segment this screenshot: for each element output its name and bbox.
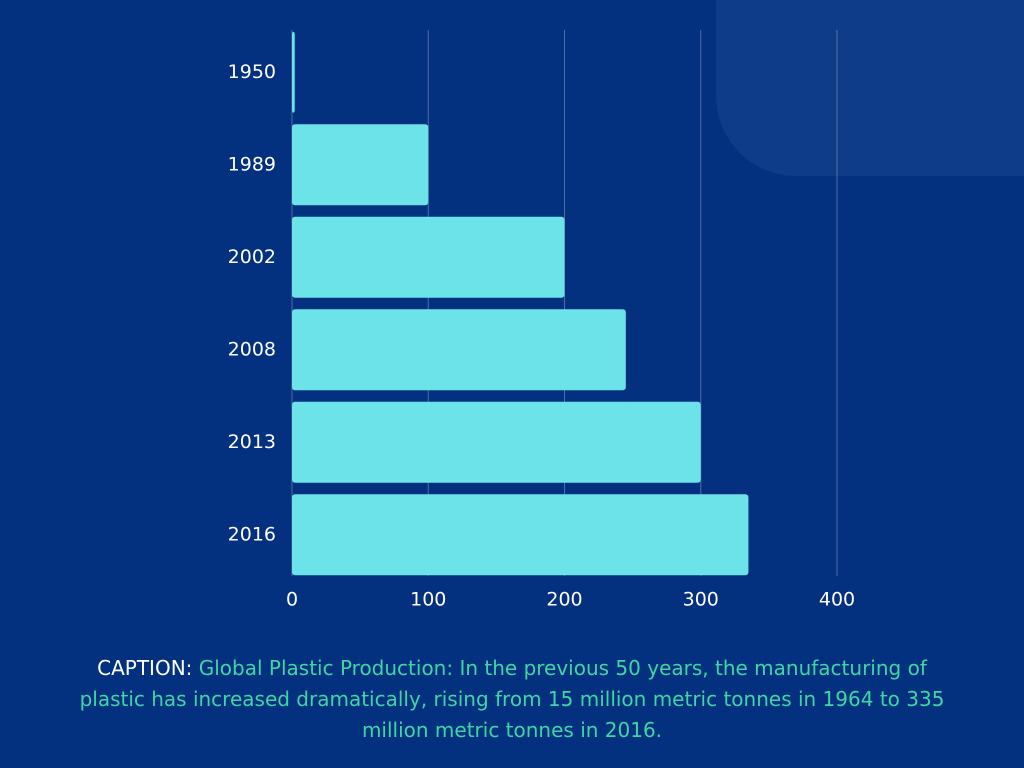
x-tick-label: 0 <box>286 589 298 611</box>
corner-decoration <box>716 0 1024 176</box>
y-tick-label: 2013 <box>228 431 276 453</box>
y-tick-label: 1989 <box>228 153 276 175</box>
x-tick-label: 200 <box>546 589 582 611</box>
y-tick-label: 2008 <box>228 338 276 360</box>
caption: CAPTION: Global Plastic Production: In t… <box>72 653 952 746</box>
caption-label: CAPTION: <box>97 656 193 680</box>
x-tick-label: 300 <box>683 589 719 611</box>
bar <box>292 401 701 483</box>
caption-text: Global Plastic Production: In the previo… <box>79 656 945 742</box>
bar <box>292 309 626 391</box>
y-tick-label: 1950 <box>228 61 276 83</box>
bar <box>292 216 565 298</box>
bar <box>292 31 295 113</box>
x-tick-label: 100 <box>410 589 446 611</box>
x-tick-label: 400 <box>819 589 855 611</box>
y-tick-label: 2002 <box>228 246 276 268</box>
bar <box>292 124 429 206</box>
y-tick-label: 2016 <box>228 523 276 545</box>
bar <box>292 494 749 576</box>
